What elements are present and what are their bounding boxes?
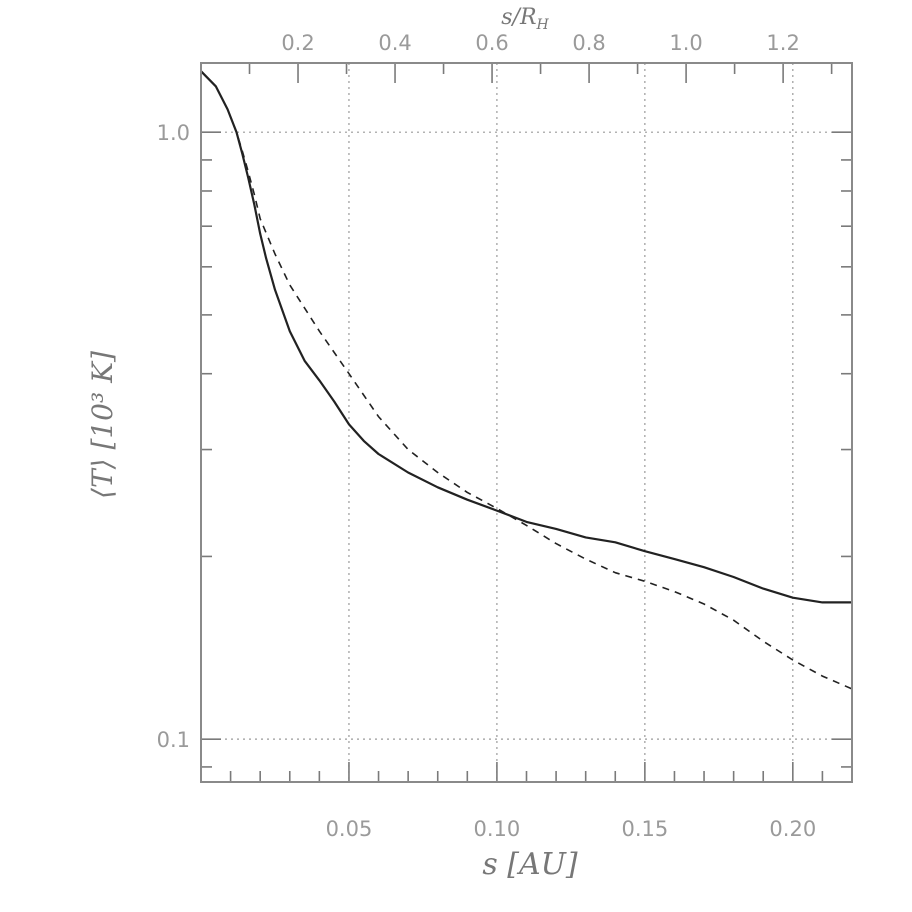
- y-tick-label: 0.1: [157, 728, 190, 752]
- axis-ticks: [201, 63, 853, 782]
- x-tick-label: 0.20: [769, 817, 816, 841]
- tick-labels: 0.05 0.10 0.15 0.20 0.1 1.0 0.2 0.4 0.6 0.8 1.0 1.2: [157, 31, 817, 841]
- y-tick-label: 1.0: [157, 121, 190, 145]
- x-top-tick-label: 0.8: [572, 31, 605, 55]
- y-axis-label: ⟨T⟩ [10³ K]: [86, 351, 119, 499]
- series-lines: [200, 70, 853, 690]
- plot-frame: [200, 62, 853, 783]
- x-tick-label: 0.15: [621, 817, 668, 841]
- series-line-solid: [200, 70, 852, 604]
- series-line-dashed: [200, 70, 853, 690]
- x-top-tick-label: 0.4: [378, 31, 411, 55]
- x-top-tick-label: 1.2: [766, 31, 799, 55]
- x-top-axis-label-sub: H: [536, 17, 550, 33]
- x-top-axis-label-main: s/R: [501, 5, 536, 30]
- x-top-tick-label: 0.6: [475, 31, 508, 55]
- x-top-tick-label: 1.0: [669, 31, 702, 55]
- x-tick-label: 0.05: [326, 817, 373, 841]
- x-top-tick-label: 0.2: [281, 31, 314, 55]
- x-axis-label: s [AU]: [482, 847, 578, 882]
- grid-lines: [201, 63, 852, 782]
- x-top-axis-label: s/RH: [501, 5, 549, 33]
- x-tick-label: 0.10: [474, 817, 521, 841]
